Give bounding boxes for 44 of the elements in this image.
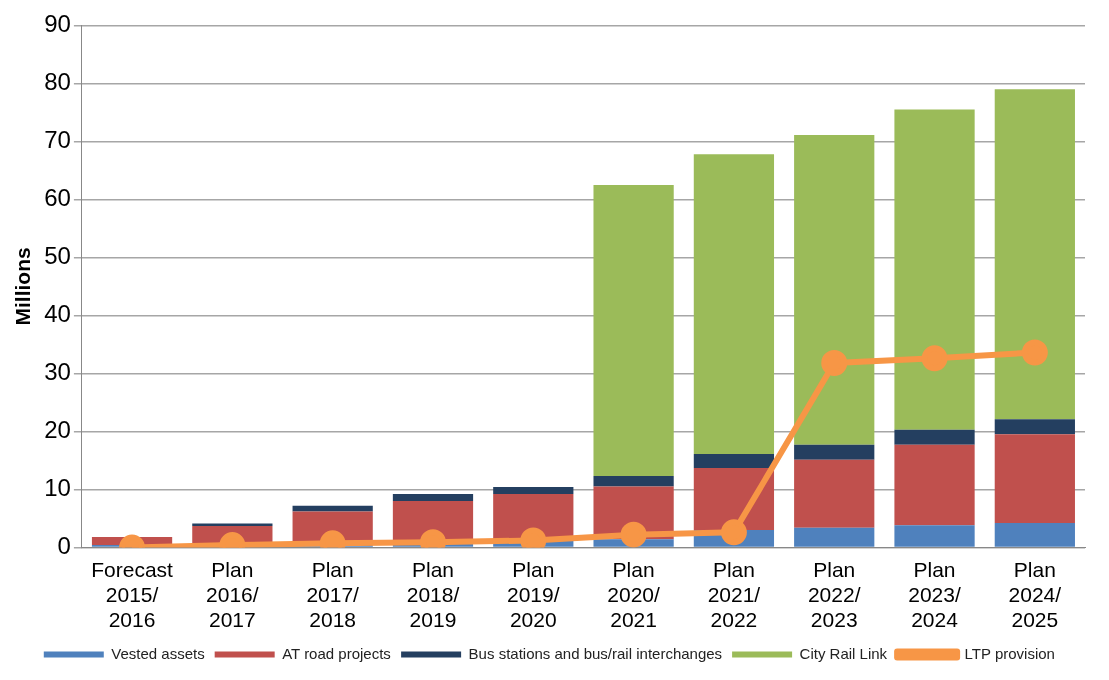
bar — [894, 429, 975, 445]
x-tick-label: Plan 2017/ 2018 — [306, 557, 360, 632]
legend-label: Bus stations and bus/rail interchanges — [468, 644, 723, 662]
x-tick-label: Forecast 2015/ 2016 — [91, 557, 174, 632]
y-tick-label: 10 — [44, 474, 71, 502]
legend-label: Vested assets — [111, 644, 205, 662]
bar — [894, 525, 975, 547]
y-tick-label: 30 — [44, 358, 71, 386]
bar — [693, 454, 775, 468]
x-tick-label: Plan 2020/ 2021 — [607, 557, 661, 632]
legend-label: LTP provision — [964, 644, 1055, 662]
y-tick-label: 60 — [44, 184, 71, 212]
bar — [493, 487, 574, 495]
x-tick-label: Plan 2022/ 2023 — [807, 557, 861, 632]
y-tick-label: 40 — [44, 300, 71, 328]
bar — [794, 135, 875, 445]
y-tick-label: 0 — [57, 532, 71, 560]
x-tick-label: Plan 2016/ 2017 — [206, 557, 259, 632]
bar — [392, 494, 474, 501]
bar — [994, 523, 1075, 547]
y-tick-label: 20 — [44, 416, 71, 444]
bar — [593, 476, 674, 487]
bar — [894, 444, 975, 526]
bar — [593, 184, 674, 477]
bar — [994, 419, 1075, 435]
x-tick-label: Plan 2023/ 2024 — [908, 557, 961, 632]
y-tick-label: 80 — [44, 68, 71, 96]
bar — [794, 527, 875, 547]
bar — [994, 434, 1075, 524]
y-tick-label: 70 — [44, 126, 71, 154]
x-tick-label: Plan 2021/ 2022 — [707, 557, 761, 632]
y-tick-label: 50 — [44, 242, 71, 270]
x-tick-label: Plan 2019/ 2020 — [507, 557, 560, 632]
y-tick-label: 90 — [44, 10, 71, 38]
x-tick-label: Plan 2024/ 2025 — [1008, 557, 1062, 632]
legend-label: AT road projects — [282, 644, 391, 662]
bar — [794, 459, 875, 528]
y-axis-title: Millions — [11, 247, 35, 326]
bar — [994, 89, 1075, 420]
bar — [794, 444, 875, 460]
legend-label: City Rail Link — [799, 644, 888, 662]
bar — [894, 109, 975, 430]
x-tick-label: Plan 2018/ 2019 — [406, 557, 460, 632]
bar — [693, 154, 775, 455]
